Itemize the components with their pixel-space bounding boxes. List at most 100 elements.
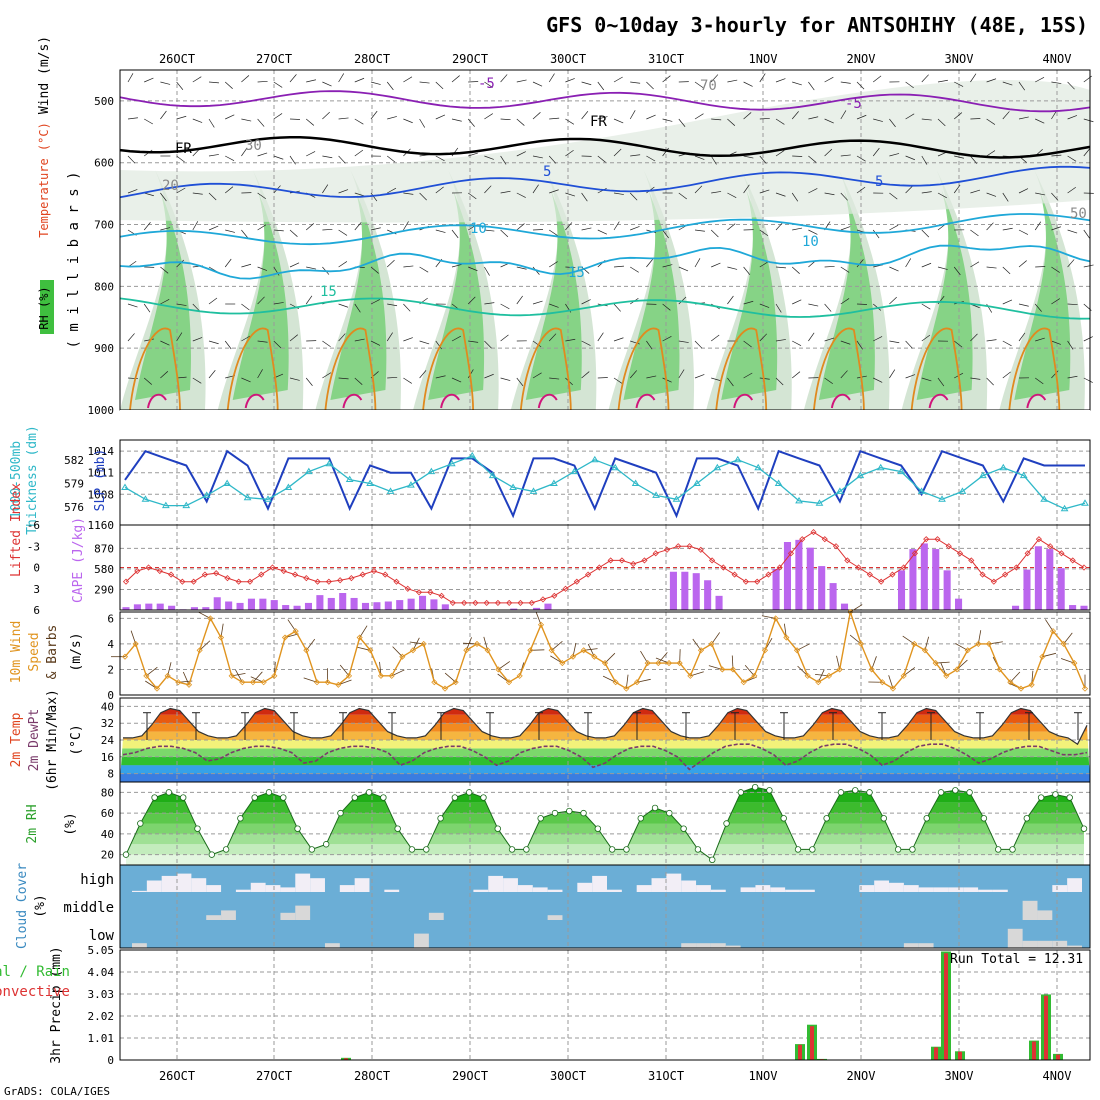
temp-band xyxy=(120,765,1090,774)
rh-point xyxy=(222,846,230,853)
wind-barb xyxy=(192,76,202,83)
isotherm-25 xyxy=(617,327,670,411)
cloud-bar-middle xyxy=(280,912,296,920)
wind-barb xyxy=(144,118,154,125)
wind-point xyxy=(825,672,833,679)
wind-barb xyxy=(1051,110,1057,120)
date-tick-top: 29OCT xyxy=(452,52,488,66)
rh-point xyxy=(566,807,573,815)
wind-barb xyxy=(386,155,396,163)
cape-bar xyxy=(373,602,381,610)
wind-barb xyxy=(435,155,445,162)
wind-point xyxy=(911,640,918,647)
rh-point xyxy=(909,846,916,853)
wind-point xyxy=(687,672,694,679)
wind-barb xyxy=(143,377,152,385)
thickness-tick: 576 xyxy=(64,501,84,514)
wind-barb xyxy=(662,229,669,239)
wind-barb xyxy=(986,150,996,157)
wind-barb xyxy=(727,266,738,270)
wind-barb xyxy=(710,334,720,342)
wind-barb xyxy=(1067,155,1077,162)
wind-barb xyxy=(889,266,899,272)
date-tick-bottom: 1NOV xyxy=(749,1069,778,1083)
wind-barb xyxy=(581,371,590,379)
wind-barb xyxy=(160,110,167,120)
cloud-bar-low xyxy=(1022,940,1038,948)
wind-barb xyxy=(532,112,541,120)
rh-band xyxy=(126,854,1084,865)
thickness-point xyxy=(897,467,906,475)
cape-bar xyxy=(909,549,917,610)
wind-point xyxy=(132,640,139,647)
cloud-bar-low xyxy=(1037,940,1053,948)
wind-barb-10m xyxy=(850,604,863,613)
wind-speed-line xyxy=(124,609,1086,690)
wind-barb xyxy=(889,224,899,231)
li-point xyxy=(472,599,479,606)
wind-point xyxy=(548,647,555,654)
wind-barb xyxy=(1018,188,1029,194)
rh-band xyxy=(126,787,1084,793)
cape-bar xyxy=(533,607,541,610)
wind-barb xyxy=(338,333,346,342)
wind-barb xyxy=(176,376,187,379)
rh-point xyxy=(751,783,759,791)
wind-point xyxy=(644,660,651,667)
wind-barb xyxy=(824,192,835,196)
chart-title: GFS 0~10day 3-hourly for ANTSOHIHY (48E,… xyxy=(546,13,1088,37)
contour-label: 5 xyxy=(543,164,551,180)
rh-shade xyxy=(1014,190,1071,400)
wind-point xyxy=(228,672,235,679)
thickness-point xyxy=(223,479,232,486)
rh-point xyxy=(737,789,745,796)
wind-barb xyxy=(759,189,770,194)
cloud-bar-high xyxy=(948,887,964,892)
wind-barb xyxy=(370,340,381,346)
contour-label: 20 xyxy=(162,178,179,194)
wind-barb xyxy=(986,377,994,386)
wind-barb xyxy=(581,299,591,305)
wind-barb xyxy=(970,261,980,268)
wind-barb xyxy=(921,262,932,268)
rh-point xyxy=(823,815,830,822)
wind-barb-10m xyxy=(287,619,296,632)
wind-barb xyxy=(208,370,216,379)
rh-point xyxy=(894,846,902,853)
wind-barb xyxy=(338,303,349,308)
wind-barb xyxy=(208,192,217,201)
li-point xyxy=(900,564,907,571)
rh-point xyxy=(1037,794,1045,801)
upper-air-panel: 500 600 700 800 900 1000 -5 -5 FR FR 5 5 10 10 15 15 20 3… xyxy=(37,36,1094,417)
cape-bar xyxy=(304,602,313,610)
wind-barb xyxy=(970,118,981,120)
wind-barb xyxy=(727,192,737,199)
wind-barb xyxy=(775,377,784,386)
rh-point xyxy=(237,815,244,822)
rh-point xyxy=(537,815,544,822)
cape-bar xyxy=(692,573,700,610)
wind-barb xyxy=(937,266,948,270)
wind-barb xyxy=(711,262,721,268)
temp-tick: 32 xyxy=(101,717,114,730)
li-point xyxy=(190,578,197,585)
li-point xyxy=(168,571,175,578)
wind-barb xyxy=(435,229,446,233)
wind-barb xyxy=(954,155,965,159)
li-point xyxy=(314,578,321,585)
wind-barb xyxy=(419,81,430,84)
li-point xyxy=(258,571,265,578)
li-point xyxy=(675,543,682,550)
wind10-label-4: (m/s) xyxy=(69,632,84,671)
wind-point xyxy=(985,640,993,647)
li-point xyxy=(438,592,445,599)
wind-barb xyxy=(1051,154,1062,157)
cloud-bar-high xyxy=(799,889,815,892)
wind-barb-10m xyxy=(199,640,211,651)
wind-barb xyxy=(516,192,526,198)
wind-barb-10m xyxy=(306,638,316,651)
wind-barb xyxy=(937,118,946,127)
rh-point xyxy=(995,846,1002,853)
rh-point xyxy=(494,825,501,832)
cloud-bar-high xyxy=(963,887,979,892)
